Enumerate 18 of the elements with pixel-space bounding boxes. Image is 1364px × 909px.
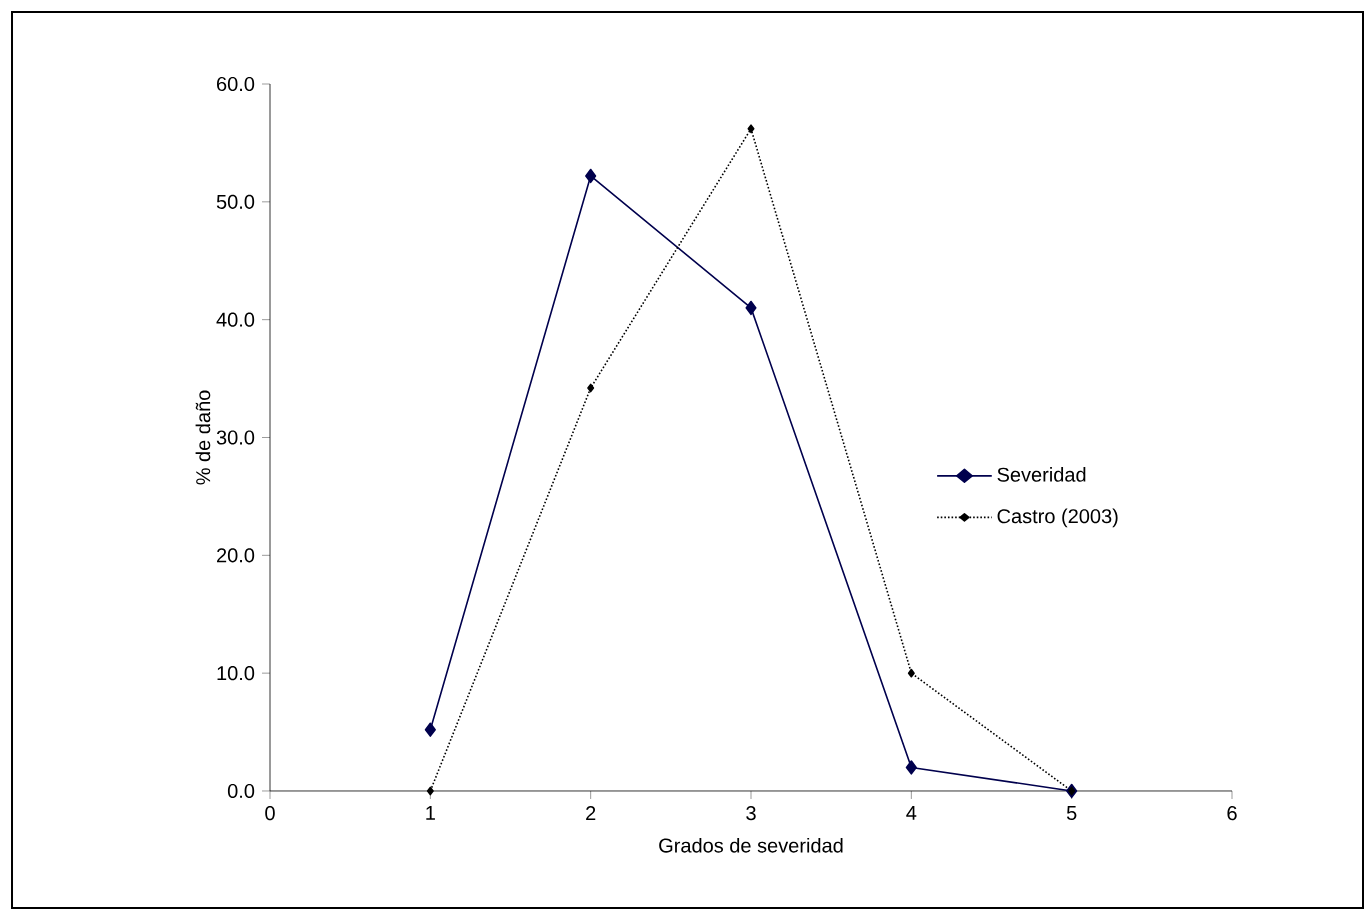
y-tick-label: 30.0	[216, 430, 255, 445]
x-tick-label: 3	[746, 806, 756, 821]
y-tick-label: 0.0	[227, 783, 255, 799]
y-tick-label: 20.0	[217, 548, 255, 563]
legend-label: Castro (2003)	[997, 508, 1118, 528]
x-tick-label: 6	[1227, 806, 1237, 821]
legend-label: Severidad	[997, 467, 1086, 482]
x-tick-label: 2	[586, 806, 596, 821]
x-tick-label: 1	[426, 806, 435, 820]
x-tick-label: 5	[1066, 806, 1077, 820]
y-tick-label: 60.0	[217, 76, 255, 92]
y-axis-title: % de daño	[195, 390, 211, 485]
y-tick-label: 50.0	[216, 194, 255, 209]
x-axis-title: Grados de severidad	[659, 837, 843, 853]
y-tick-label: 10.0	[217, 666, 255, 681]
x-tick-label: 0	[265, 806, 275, 821]
y-tick-label: 40.0	[216, 312, 255, 327]
x-tick-label: 4	[906, 806, 917, 820]
